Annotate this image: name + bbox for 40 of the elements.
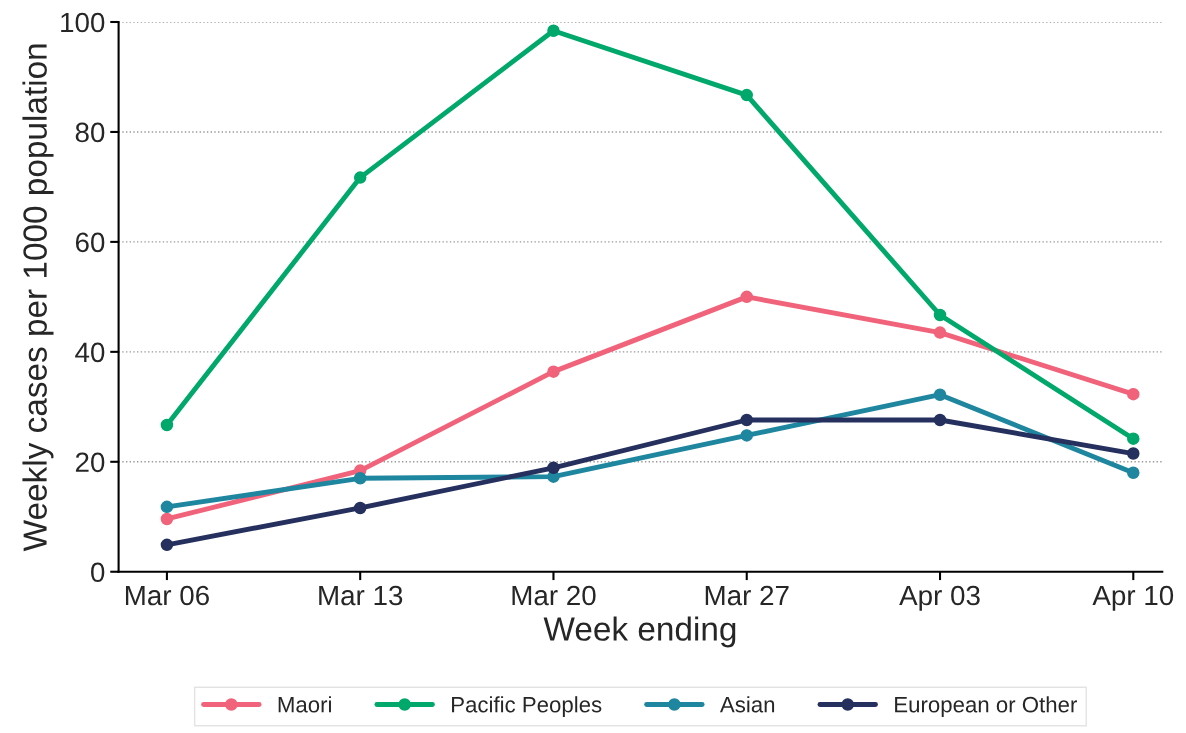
y-axis-title: Weekly cases per 1000 population (22, 44, 54, 552)
y-tick-label: 20 (75, 452, 105, 473)
y-tick-label: 0 (91, 562, 105, 583)
x-tick-label: Mar 27 (705, 585, 789, 606)
legend-label: Maori (278, 696, 331, 713)
point (547, 461, 560, 475)
x-tick-label: Mar 13 (319, 585, 403, 606)
point (933, 308, 947, 322)
point (740, 88, 753, 102)
point (740, 290, 753, 304)
point (353, 472, 367, 485)
point (1127, 466, 1140, 480)
point (160, 512, 174, 526)
x-axis-title: Week ending (543, 616, 736, 648)
point (547, 24, 560, 38)
legend-label: Pacific Peoples (452, 696, 602, 717)
point (933, 326, 947, 339)
point (160, 538, 174, 552)
point (933, 388, 947, 401)
point (740, 429, 753, 442)
y-tick-label: 100 (61, 12, 105, 33)
point (160, 418, 174, 432)
point (1127, 447, 1140, 460)
x-tick-label: Mar 06 (125, 585, 209, 606)
x-tick-label: Mar 20 (512, 585, 596, 606)
point (160, 500, 174, 514)
legend-label: Asian (719, 696, 775, 713)
point (547, 365, 560, 378)
point (1127, 432, 1140, 445)
x-tick-label: Apr 10 (1092, 585, 1174, 611)
y-tick-label: 60 (75, 232, 105, 253)
point (933, 413, 947, 427)
legend-label: European or Other (895, 696, 1077, 717)
y-tick-label: 40 (75, 342, 105, 363)
y-tick-label: 80 (75, 122, 105, 143)
point (353, 501, 367, 515)
point (353, 171, 367, 184)
point (1127, 387, 1140, 401)
point (740, 413, 753, 427)
x-tick-label: Apr 03 (899, 585, 980, 611)
